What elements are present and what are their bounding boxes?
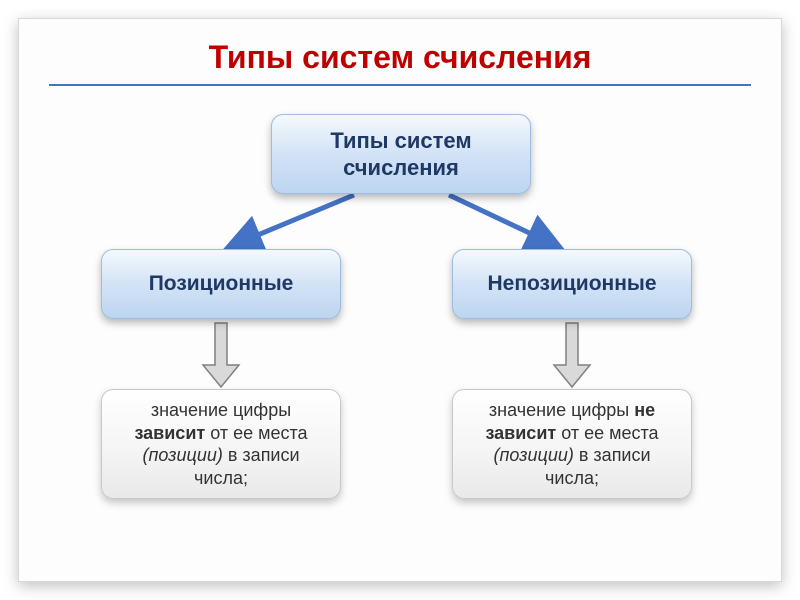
leaf-left-desc: значение цифры зависит от ее места (пози… <box>116 399 326 489</box>
down-arrow-left <box>203 323 239 387</box>
slide-frame: Типы систем счисления Типы систем счисле… <box>18 18 782 582</box>
leaf-left: значение цифры зависит от ее места (пози… <box>101 389 341 499</box>
page-title: Типы систем счисления <box>19 39 781 76</box>
branch-right-label: Непозиционные <box>487 271 656 297</box>
root-label: Типы систем счисления <box>272 127 530 182</box>
branch-left: Позиционные <box>101 249 341 319</box>
branch-right: Непозиционные <box>452 249 692 319</box>
leaf-right-desc: значение цифры не зависит от ее места (п… <box>467 399 677 489</box>
title-divider <box>49 84 751 86</box>
down-arrow-right <box>554 323 590 387</box>
root-node: Типы систем счисления <box>271 114 531 194</box>
branch-left-label: Позиционные <box>149 271 294 297</box>
leaf-right: значение цифры не зависит от ее места (п… <box>452 389 692 499</box>
